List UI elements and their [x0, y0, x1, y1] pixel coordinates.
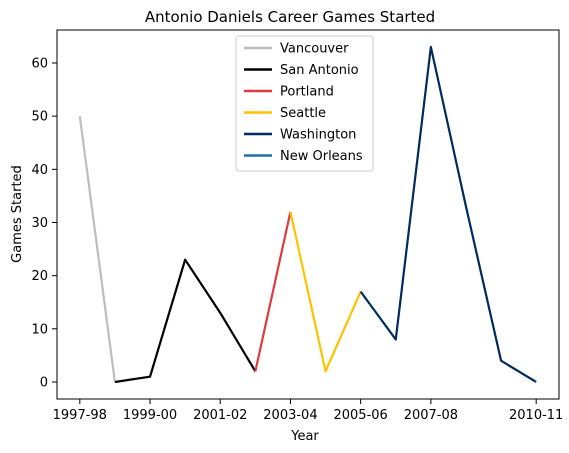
y-tick-label: 50: [31, 110, 48, 125]
series-line-portland: [254, 211, 292, 372]
y-tick-label: 0: [40, 375, 48, 390]
x-axis-label: Year: [290, 429, 319, 444]
legend-label-vancouver: Vancouver: [280, 42, 349, 57]
legend-label-portland: Portland: [280, 85, 334, 100]
x-tick-label: 2005-06: [333, 408, 387, 423]
series-layer: [78, 45, 537, 384]
y-tick-label: 30: [31, 216, 48, 231]
x-tick-label: 2007-08: [404, 408, 458, 423]
series-line-washington: [359, 45, 537, 383]
legend-label-washington: Washington: [280, 128, 356, 143]
legend-label-new-orleans: New Orleans: [280, 149, 363, 164]
y-tick-label: 10: [31, 322, 48, 337]
y-axis-label: Games Started: [10, 165, 25, 263]
y-tick-label: 20: [31, 269, 48, 284]
legend-label-seattle: Seattle: [280, 106, 326, 121]
y-tick-label: 60: [31, 56, 48, 71]
plot-area-frame: [56, 29, 560, 400]
chart-title: Antonio Daniels Career Games Started: [145, 8, 435, 26]
x-tick-label: 1997-98: [53, 408, 107, 423]
x-tick-label: 2001-02: [193, 408, 247, 423]
x-axis-ticks: 1997-98 1999-00 2001-02 2003-04 2005-06 2007-…: [53, 399, 563, 423]
x-tick-label: 2010-11: [509, 408, 563, 423]
legend: Vancouver San Antonio Portland Seattle Washi…: [235, 35, 374, 172]
series-line-seattle: [289, 211, 362, 373]
x-tick-label: 1999-00: [123, 408, 177, 423]
legend-label-san-antonio: San Antonio: [280, 63, 359, 78]
series-line-san-antonio: [114, 258, 257, 384]
y-axis-ticks: 0 10 20 30 40 50 60: [31, 56, 57, 390]
x-tick-label: 2003-04: [263, 408, 317, 423]
series-line-vancouver: [78, 115, 117, 383]
y-tick-label: 40: [31, 163, 48, 178]
